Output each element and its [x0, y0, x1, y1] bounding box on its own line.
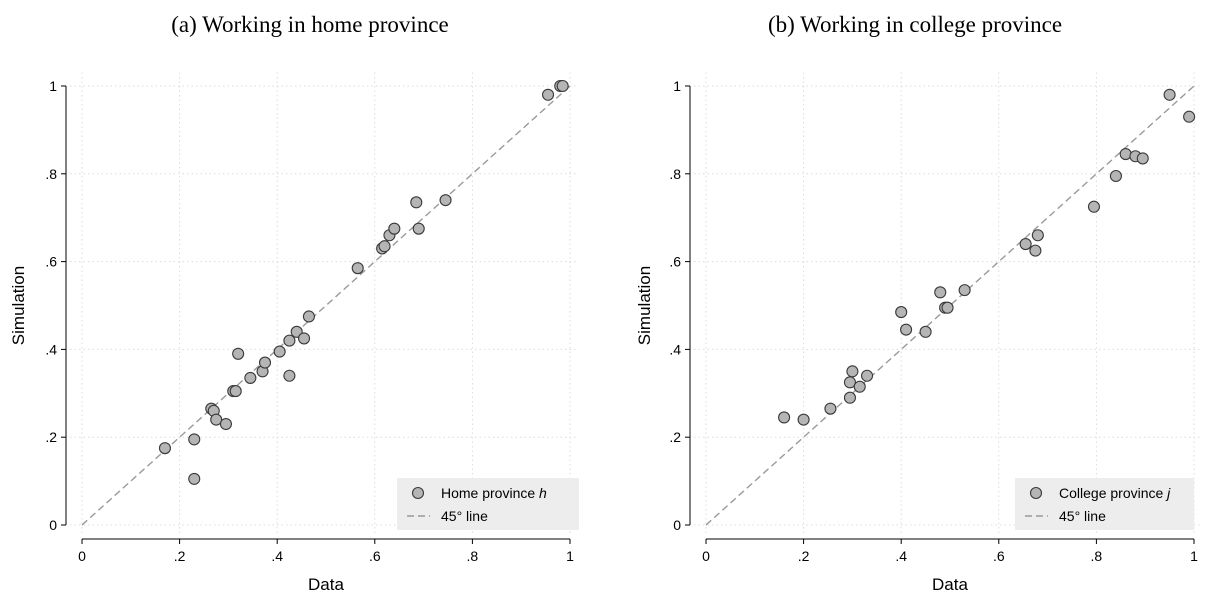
legend-marker-point	[411, 486, 425, 500]
x-tick-label: 1	[1190, 548, 1198, 564]
data-point	[853, 380, 866, 393]
y-tick-label: 0	[673, 517, 681, 533]
data-point	[258, 356, 272, 369]
data-point	[188, 433, 201, 446]
data-point	[232, 347, 245, 360]
legend-box	[1015, 478, 1194, 530]
x-tick-label: 1	[566, 548, 574, 564]
y-tick-label: .8	[45, 166, 57, 182]
y-tick-label: .2	[45, 429, 57, 445]
y-tick-label: 1	[49, 78, 57, 94]
data-point	[934, 286, 947, 299]
data-point	[388, 222, 401, 235]
data-point	[297, 332, 311, 345]
reference-line-45	[81, 85, 571, 526]
data-point	[378, 240, 391, 253]
x-axis-label: Data	[308, 575, 344, 594]
data-point	[1019, 237, 1032, 251]
data-point	[941, 301, 954, 314]
legend-label-series: College province j	[1059, 485, 1171, 501]
data-point	[244, 371, 257, 384]
data-point	[1136, 152, 1149, 165]
y-tick-label: .4	[669, 341, 681, 357]
panel-b: 0 0 .2 .2 .4 .4 .6 .6 .8 .8 1 1 Data Simulation Colleg…	[635, 72, 1202, 594]
y-tick-label: .6	[45, 254, 57, 270]
x-tick-label: .8	[467, 548, 479, 564]
data-point	[843, 391, 857, 404]
data-point	[283, 334, 296, 347]
data-point	[958, 284, 971, 297]
data-point	[302, 310, 315, 323]
data-point	[439, 194, 452, 207]
data-point	[846, 365, 859, 378]
data-point	[229, 385, 242, 398]
legend-series-text: College province	[1059, 485, 1167, 501]
data-point	[273, 345, 286, 358]
data-point	[1163, 88, 1176, 101]
panel-a-title: (a) Working in home province	[171, 12, 449, 37]
data-point	[210, 413, 223, 426]
x-axis-label: Data	[932, 575, 968, 594]
panel-b-title: (b) Working in college province	[767, 12, 1063, 37]
data-point	[219, 417, 233, 431]
data-point	[556, 79, 569, 93]
y-tick-label: .4	[45, 341, 57, 357]
y-tick-label: .2	[669, 429, 681, 445]
data-point	[541, 88, 555, 101]
y-axis-label: Simulation	[635, 266, 654, 345]
x-tick-label: .4	[271, 548, 283, 564]
data-point	[188, 472, 201, 485]
y-tick-label: .6	[669, 254, 681, 270]
x-tick-label: .2	[798, 548, 810, 564]
legend-marker-point	[1029, 486, 1043, 500]
data-point	[860, 369, 874, 382]
x-tick-label: .6	[993, 548, 1005, 564]
x-tick-label: .2	[174, 548, 186, 564]
data-point	[1031, 229, 1044, 242]
data-point	[919, 325, 932, 338]
legend-series-symbol: j	[1165, 485, 1171, 501]
data-point	[1109, 169, 1122, 183]
legend-box	[397, 478, 579, 530]
data-point	[412, 222, 425, 235]
data-point	[410, 196, 423, 209]
x-tick-label: 0	[702, 548, 710, 564]
data-point	[797, 413, 810, 426]
y-tick-label: 0	[49, 517, 57, 533]
data-point	[778, 411, 791, 424]
x-tick-label: 0	[78, 548, 86, 564]
data-point	[895, 306, 908, 319]
legend-label-line: 45° line	[1059, 508, 1106, 524]
y-axis-label: Simulation	[9, 266, 28, 345]
legend-series-symbol: h	[539, 485, 547, 501]
data-point	[1119, 147, 1132, 161]
data-point	[158, 442, 172, 455]
data-point	[1087, 200, 1101, 213]
data-point	[824, 402, 837, 415]
data-point	[283, 369, 296, 382]
data-point	[1183, 110, 1196, 123]
legend-series-text: Home province	[441, 485, 539, 501]
x-tick-label: .6	[369, 548, 381, 564]
legend-label-line: 45° line	[441, 508, 488, 524]
x-tick-label: .4	[895, 548, 907, 564]
x-tick-label: .8	[1091, 548, 1103, 564]
data-point	[1029, 244, 1042, 257]
legend-label-series: Home province h	[441, 485, 547, 501]
y-tick-label: 1	[673, 78, 681, 94]
data-point	[900, 323, 913, 336]
y-tick-label: .8	[669, 166, 681, 182]
data-point	[351, 262, 364, 275]
panel-a: 0 0 .2 .2 .4 .4 .6 .6 .8 .8 1 1 Data Simulation Home p…	[9, 72, 579, 594]
